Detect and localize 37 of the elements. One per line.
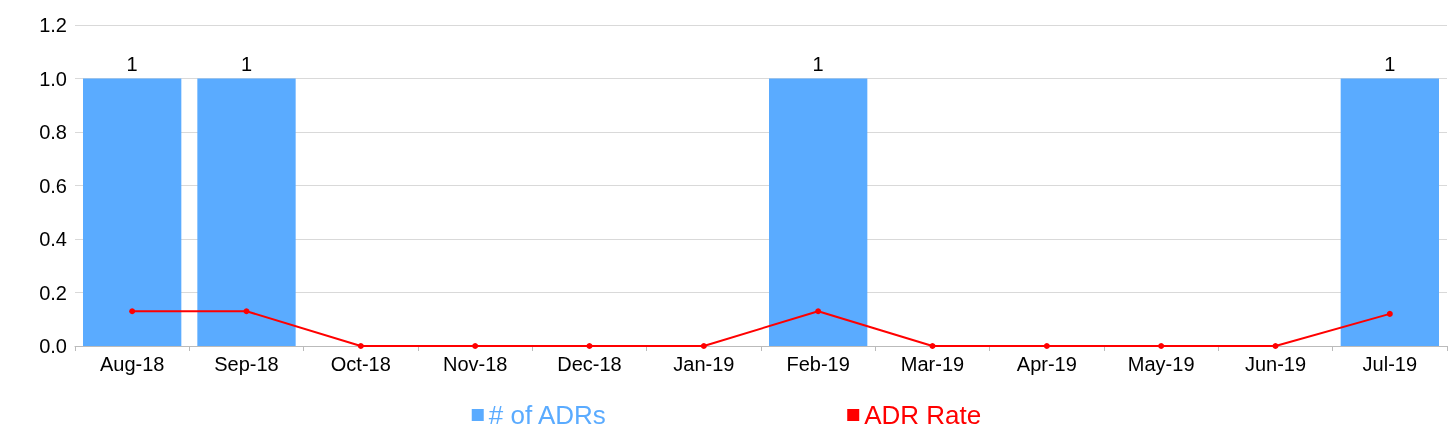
x-tick-label: Nov-18 [442, 353, 508, 375]
x-tick-label: Aug-18 [99, 353, 165, 375]
x-tick-label: Dec-18 [557, 353, 622, 375]
x-tick-label: May-19 [1127, 353, 1195, 375]
x-tick-label: Jul-19 [1362, 353, 1418, 375]
x-tick-label: Oct-18 [330, 353, 391, 375]
point [472, 343, 479, 349]
point [586, 343, 593, 349]
point [1158, 343, 1165, 349]
point [929, 343, 936, 349]
x-tick-label: Mar-19 [900, 353, 965, 375]
point [700, 343, 707, 349]
data-label: 1 [1384, 52, 1396, 75]
point [1043, 343, 1050, 349]
point [815, 308, 822, 315]
y-tick-label: 0.2 [39, 281, 67, 304]
point [129, 308, 136, 315]
point [243, 308, 250, 315]
y-tick-label: 0.4 [39, 228, 67, 250]
data-label: 1 [126, 52, 138, 75]
x-tick-label: Sep-18 [214, 353, 279, 375]
x-tick-label: Apr-19 [1016, 353, 1077, 375]
x-tick-label: Feb-19 [786, 353, 850, 375]
y-tick-label: 1.2 [39, 14, 67, 36]
y-tick-label: 0.6 [39, 174, 67, 197]
y-tick-label: 0.0 [39, 335, 67, 357]
y-tick-label: 0.8 [39, 121, 67, 143]
data-label: 1 [240, 52, 253, 75]
data-label: 1 [812, 52, 824, 75]
x-tick-label: Jan-19 [673, 353, 735, 375]
point [1386, 310, 1393, 317]
point [1272, 343, 1279, 349]
legend-label: # of ADRs [488, 400, 606, 430]
point [357, 343, 364, 349]
y-tick-label: 1.0 [39, 67, 67, 90]
legend-label: ADR Rate [864, 400, 982, 430]
x-tick-label: Jun-19 [1244, 353, 1307, 375]
